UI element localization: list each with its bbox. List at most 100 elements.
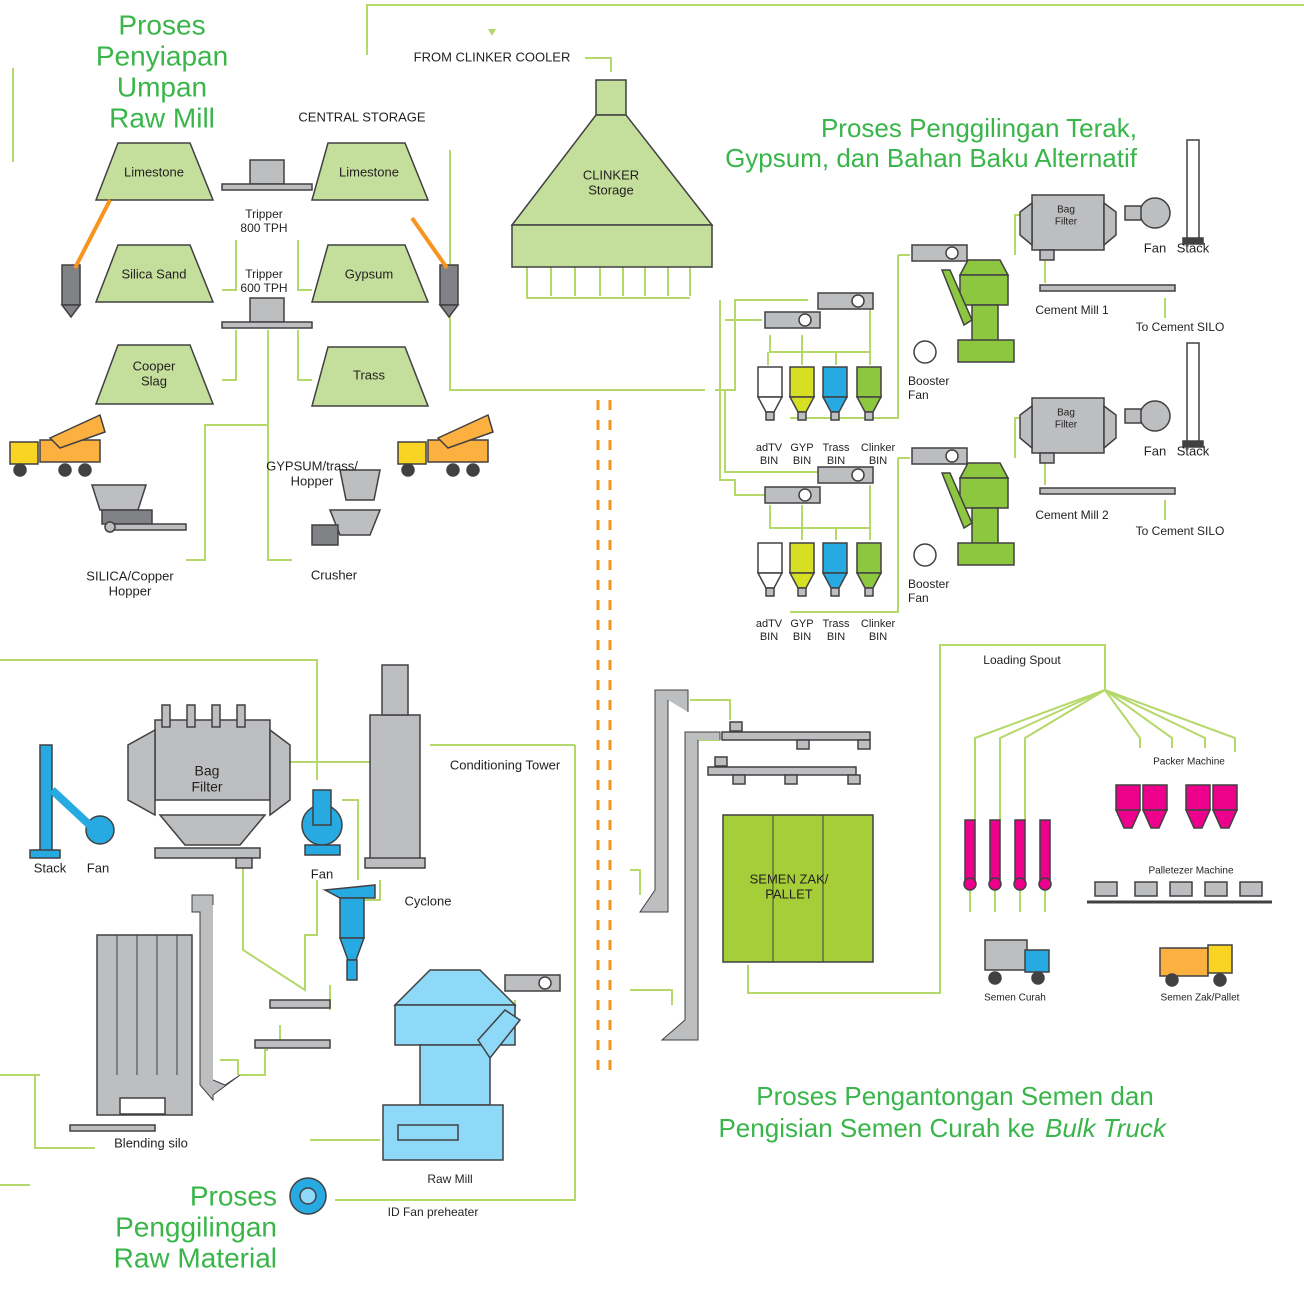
bucket-elevator	[660, 731, 721, 1041]
equipment-label: BIN	[827, 455, 845, 467]
flow-line	[222, 240, 237, 291]
flow-line	[366, 4, 1304, 55]
flow-line	[630, 989, 673, 1005]
raw-mill-chute	[477, 1009, 522, 1060]
equipment-label: Tripper	[245, 267, 283, 281]
raw-mill-body	[419, 1044, 491, 1106]
section-title: Gypsum, dan Bahan Baku Alternatif	[725, 143, 1138, 173]
cement-mill-base	[957, 542, 1015, 566]
equipment-label: Semen Curah	[984, 993, 1046, 1004]
equipment-label: Tripper	[245, 207, 283, 221]
tripper-belt	[221, 183, 313, 191]
flow-line	[186, 424, 268, 561]
equipment-label: Cement Mill 1	[1035, 303, 1109, 317]
stacker	[439, 264, 459, 306]
loading-spout	[1039, 819, 1051, 881]
flow-line	[34, 1074, 95, 1149]
packer-cone	[1141, 809, 1169, 829]
equipment-label: Crusher	[311, 567, 358, 582]
flow-line	[790, 255, 899, 419]
stack	[1186, 342, 1200, 444]
spout-head	[963, 877, 977, 891]
stacker-cone	[438, 304, 460, 319]
flow-line	[267, 330, 292, 561]
spout	[784, 774, 798, 785]
equipment-label: 800 TPH	[240, 221, 287, 235]
equipment-label: To Cement SILO	[1136, 320, 1225, 334]
feeder-pulley	[798, 313, 812, 327]
packer	[1185, 784, 1211, 811]
conveyor	[1039, 284, 1176, 292]
flow-line	[747, 644, 1106, 994]
bag-filter-side	[1103, 201, 1117, 247]
equipment-label: Hopper	[109, 583, 152, 598]
stack-base	[1182, 237, 1204, 245]
bucket-elevator	[191, 894, 241, 1102]
equipment-label: Fan	[311, 866, 333, 881]
equipment-label: BIN	[827, 631, 845, 643]
screw-conveyor	[269, 999, 331, 1009]
booster-fan	[913, 543, 937, 567]
hopper-belt	[105, 523, 187, 531]
spout-head	[1013, 877, 1027, 891]
bulk-truck-cab	[1024, 949, 1050, 973]
id-fan-hub	[299, 1187, 317, 1205]
flow-line	[526, 267, 690, 299]
bin	[856, 366, 882, 398]
stack-base	[29, 849, 61, 859]
flow-line	[790, 458, 899, 613]
mill-chute	[940, 472, 973, 530]
hood-chimney	[595, 79, 627, 116]
packer	[1212, 784, 1238, 811]
flow-line	[1024, 689, 1106, 820]
section-title: Umpan	[117, 71, 207, 102]
equipment-label: Semen Zak/Pallet	[1161, 993, 1240, 1004]
bin	[822, 542, 848, 574]
equipment-label: Cement Mill 2	[1035, 508, 1109, 522]
screw-conveyor	[254, 1039, 331, 1049]
fan-inlet	[312, 789, 332, 826]
crusher-frame	[311, 524, 339, 546]
tripper	[249, 159, 285, 185]
palletizer	[1239, 881, 1263, 897]
bag-filter-base	[154, 847, 261, 859]
flow-line	[585, 57, 612, 72]
equipment-label: Clinker	[861, 618, 896, 630]
dump-truck-cab	[1207, 944, 1233, 974]
roller	[104, 521, 116, 533]
section-title: Proses	[118, 9, 205, 40]
bin	[856, 542, 882, 574]
bag-filter-hopper	[158, 814, 267, 846]
flow-line	[1104, 689, 1141, 748]
equipment-label: Limestone	[339, 164, 399, 179]
cyclone-outlet	[346, 959, 358, 981]
section-title: Proses Pengantongan Semen dan	[756, 1081, 1154, 1111]
section-title: Pengisian Semen Curah ke	[718, 1113, 1035, 1143]
section-title: Penggilingan	[115, 1211, 277, 1242]
bin-outlet	[765, 587, 775, 597]
packer-cone	[1114, 809, 1142, 829]
flow-line	[1104, 689, 1236, 752]
spout-head	[1038, 877, 1052, 891]
arrow-head	[488, 29, 496, 36]
equipment-label: Loading Spout	[983, 653, 1061, 667]
equipment-label: Booster	[908, 577, 949, 591]
truck-cab	[9, 441, 39, 465]
spout-rail	[721, 731, 871, 741]
packer-cone	[1184, 809, 1212, 829]
bin	[757, 542, 783, 574]
hood-base	[511, 224, 713, 268]
conditioning-tower	[369, 714, 421, 861]
cement-mill	[958, 462, 1010, 479]
gearbox	[397, 1124, 459, 1141]
flow-line	[242, 860, 318, 992]
equipment-label: Slag	[141, 373, 167, 388]
tripper-belt	[221, 321, 313, 329]
palletizer	[1094, 881, 1118, 897]
equipment-label: Trass	[822, 442, 850, 454]
filter-pipe	[236, 704, 246, 728]
stack	[39, 744, 53, 856]
fan-base	[304, 844, 341, 856]
equipment-label: Booster	[908, 374, 949, 388]
equipment-label: Trass	[822, 618, 850, 630]
